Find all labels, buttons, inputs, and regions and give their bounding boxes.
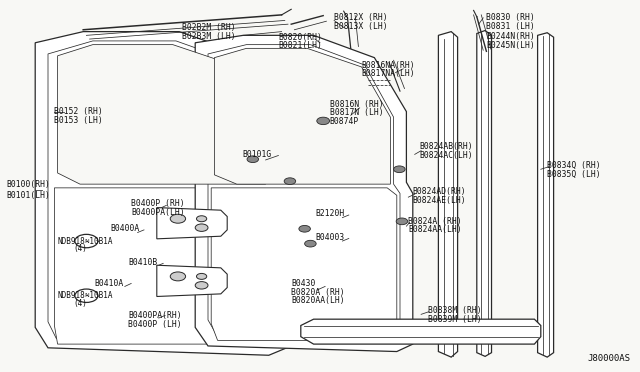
Text: N: N	[84, 238, 89, 244]
Text: B0153 (LH): B0153 (LH)	[54, 116, 103, 125]
Circle shape	[394, 166, 405, 173]
Text: B0817NA(LH): B0817NA(LH)	[362, 69, 415, 78]
Text: B0834Q (RH): B0834Q (RH)	[547, 161, 601, 170]
Text: B04003: B04003	[315, 233, 344, 242]
Text: B0830 (RH): B0830 (RH)	[486, 13, 535, 22]
Text: B0245N(LH): B0245N(LH)	[486, 41, 535, 49]
Text: B0400PA(LH): B0400PA(LH)	[131, 208, 185, 217]
Text: B0430: B0430	[291, 279, 316, 288]
Text: (4): (4)	[74, 244, 88, 253]
Text: B0101(LH): B0101(LH)	[6, 191, 51, 200]
Text: N: N	[84, 293, 89, 298]
Text: B0839M (LH): B0839M (LH)	[428, 315, 481, 324]
Text: (4): (4)	[74, 299, 88, 308]
Text: B0831 (LH): B0831 (LH)	[486, 22, 535, 31]
Polygon shape	[301, 319, 541, 344]
Text: B0820AA(LH): B0820AA(LH)	[291, 296, 345, 305]
Text: B02B3M (LH): B02B3M (LH)	[182, 32, 236, 41]
Text: B0874P: B0874P	[330, 117, 359, 126]
Text: B0410A: B0410A	[95, 279, 124, 288]
Circle shape	[75, 234, 98, 248]
Text: B0400P (RH): B0400P (RH)	[131, 199, 185, 208]
Text: B0244N(RH): B0244N(RH)	[486, 32, 535, 41]
Circle shape	[247, 156, 259, 163]
Text: B0820(RH): B0820(RH)	[278, 33, 323, 42]
Polygon shape	[214, 48, 390, 184]
Circle shape	[195, 282, 208, 289]
Text: B0824AB(RH): B0824AB(RH)	[419, 142, 473, 151]
Text: B0152 (RH): B0152 (RH)	[54, 107, 103, 116]
Polygon shape	[195, 35, 413, 352]
Text: NDB918-10B1A: NDB918-10B1A	[58, 291, 113, 300]
Text: B0824AE(LH): B0824AE(LH)	[413, 196, 467, 205]
Text: B0824AD(RH): B0824AD(RH)	[413, 187, 467, 196]
Text: NDB918-10B1A: NDB918-10B1A	[58, 237, 113, 246]
Text: B0824A (RH): B0824A (RH)	[408, 217, 462, 226]
Polygon shape	[58, 45, 266, 184]
Text: B0813X (LH): B0813X (LH)	[334, 22, 388, 31]
Text: B0824AA(LH): B0824AA(LH)	[408, 225, 462, 234]
Text: B0821(LH): B0821(LH)	[278, 41, 323, 50]
Text: B2120H: B2120H	[315, 209, 344, 218]
Circle shape	[75, 289, 98, 302]
Circle shape	[284, 178, 296, 185]
Text: B0820A (RH): B0820A (RH)	[291, 288, 345, 296]
Circle shape	[396, 218, 408, 225]
Text: B0410B: B0410B	[128, 258, 157, 267]
Circle shape	[196, 216, 207, 222]
Circle shape	[170, 272, 186, 281]
Polygon shape	[211, 188, 397, 340]
Text: B0824AC(LH): B0824AC(LH)	[419, 151, 473, 160]
Text: B0835Q (LH): B0835Q (LH)	[547, 170, 601, 179]
Polygon shape	[477, 31, 492, 356]
Polygon shape	[157, 265, 227, 296]
Text: B0812X (RH): B0812X (RH)	[334, 13, 388, 22]
Polygon shape	[54, 188, 278, 344]
Circle shape	[317, 117, 330, 125]
Polygon shape	[538, 33, 554, 357]
Polygon shape	[35, 32, 291, 355]
Polygon shape	[157, 208, 227, 239]
Circle shape	[196, 273, 207, 279]
Text: B0816NA(RH): B0816NA(RH)	[362, 61, 415, 70]
Text: B0400A: B0400A	[110, 224, 140, 233]
Text: B0400P (LH): B0400P (LH)	[128, 320, 182, 328]
Polygon shape	[438, 32, 458, 357]
Text: B02B2M (RH): B02B2M (RH)	[182, 23, 236, 32]
Circle shape	[170, 214, 186, 223]
Text: B0838M (RH): B0838M (RH)	[428, 306, 481, 315]
Text: B0101G: B0101G	[242, 150, 271, 159]
Text: B0816N (RH): B0816N (RH)	[330, 100, 383, 109]
Text: B0100(RH): B0100(RH)	[6, 180, 51, 189]
Circle shape	[305, 240, 316, 247]
Text: B0400PA(RH): B0400PA(RH)	[128, 311, 182, 320]
Circle shape	[299, 225, 310, 232]
Circle shape	[195, 224, 208, 231]
Text: J80000AS: J80000AS	[588, 354, 630, 363]
Text: B0817N (LH): B0817N (LH)	[330, 108, 383, 117]
